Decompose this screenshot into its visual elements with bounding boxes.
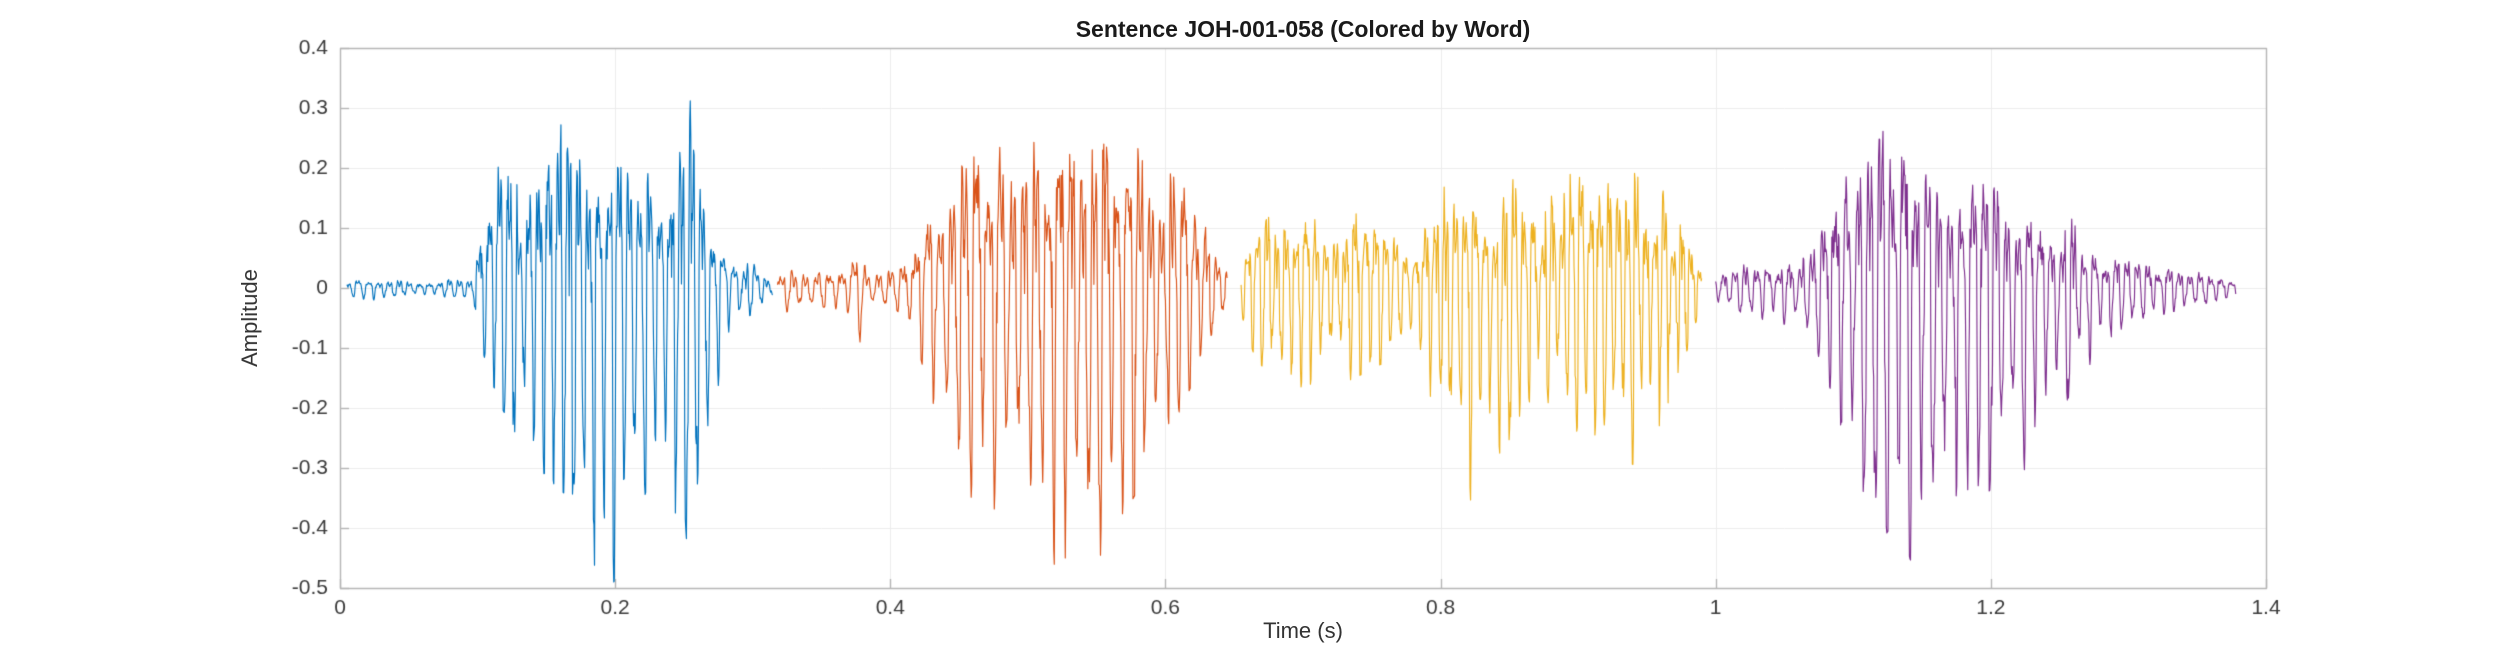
chart-title: Sentence JOH-001-058 (Colored by Word): [1075, 16, 1531, 42]
y-axis-label: Amplitude: [237, 269, 262, 367]
x-axis-label: Time (s): [1263, 618, 1343, 643]
